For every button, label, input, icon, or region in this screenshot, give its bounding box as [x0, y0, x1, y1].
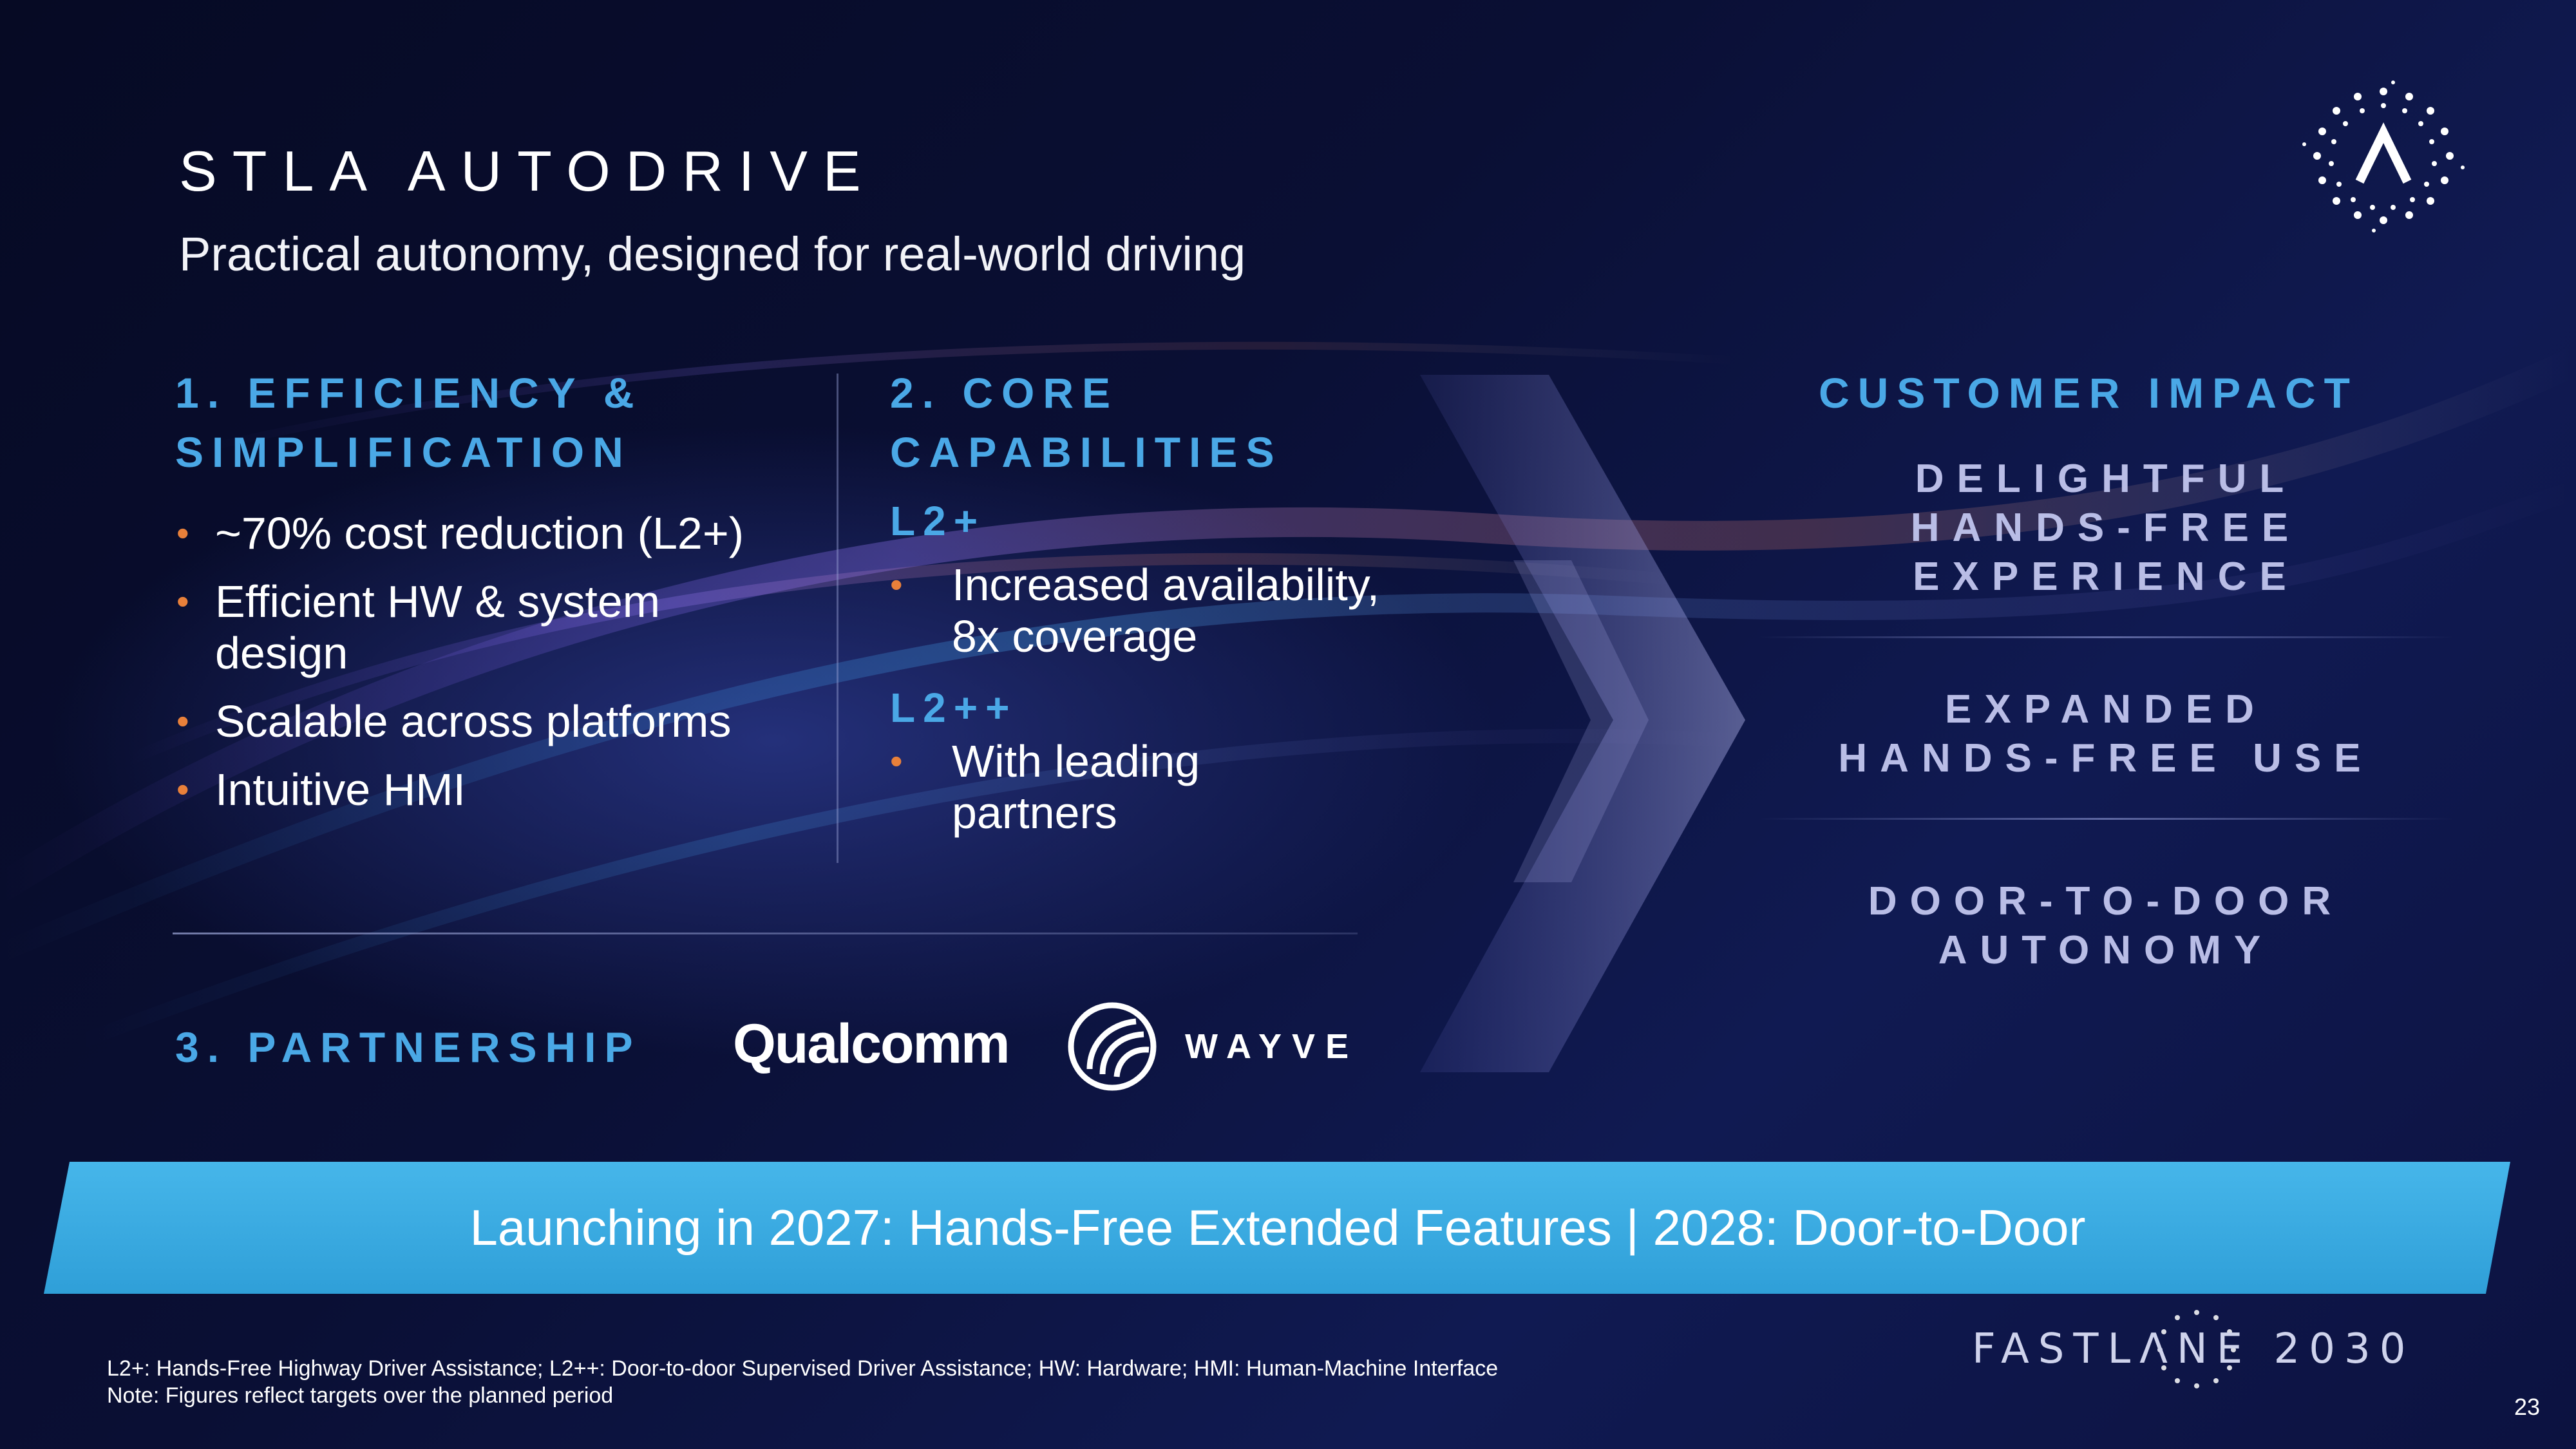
list-item: • Increased availability, 8x coverage — [890, 559, 1418, 662]
l2plus-label: L2+ — [890, 498, 986, 544]
core-heading-line2: CAPABILITIES — [890, 428, 1283, 476]
section-divider — [173, 933, 1358, 934]
bullet-dot-icon: • — [890, 564, 903, 605]
l2plus-bullet-list: • Increased availability, 8x coverage — [890, 559, 1418, 679]
launch-banner: Launching in 2027: Hands-Free Extended F… — [0, 1162, 2555, 1294]
bullet-text: Intuitive HMI — [215, 764, 466, 815]
list-item: • ~70% cost reduction (L2+) — [176, 507, 795, 559]
footnote-abbreviations: L2+: Hands-Free Highway Driver Assistanc… — [107, 1356, 1499, 1381]
impact-line: EXPERIENCE — [1913, 554, 2299, 599]
efficiency-heading-line2: SIMPLIFICATION — [175, 428, 632, 476]
list-item: • Intuitive HMI — [176, 764, 795, 815]
fastlane-2030-logo: FASTLΛNE 2030 — [1972, 1325, 2415, 1373]
efficiency-bullet-list: • ~70% cost reduction (L2+) • Efficient HW… — [176, 507, 795, 832]
bullet-text: Efficient HW & system design — [215, 576, 661, 678]
list-item: • With leading partners — [890, 735, 1289, 838]
impact-line: HANDS-FREE — [1910, 506, 2302, 550]
page-number: 23 — [2514, 1394, 2541, 1420]
wayve-logo-text: WAYVE — [1185, 1027, 1359, 1066]
impact-line: DOOR-TO-DOOR — [1868, 879, 2344, 923]
launch-banner-shape — [44, 1162, 2510, 1294]
efficiency-heading: 1. EFFICIENCY & SIMPLIFICATION — [175, 363, 643, 482]
wayve-logo-icon — [1068, 1002, 1157, 1091]
stla-logo-icon — [2302, 80, 2465, 232]
qualcomm-logo: Qualcomm — [733, 1013, 1010, 1075]
bullet-dot-icon: • — [176, 513, 189, 553]
column-divider — [837, 374, 838, 863]
list-item: • Efficient HW & system design — [176, 576, 795, 679]
fastlane-dots-icon — [2157, 1310, 2236, 1388]
core-heading-line1: 2. CORE — [890, 369, 1119, 417]
chevron-arrow-shape — [1420, 375, 1745, 1072]
core-heading: 2. CORE CAPABILITIES — [890, 363, 1282, 482]
bullet-dot-icon: • — [176, 581, 189, 621]
bullet-dot-icon: • — [176, 769, 189, 810]
impact-line: HANDS-FREE USE — [1838, 736, 2374, 781]
impact-divider — [1758, 636, 2454, 638]
l2plusplus-bullet-list: • With leading partners — [890, 735, 1289, 855]
bullet-text: Increased availability, 8x coverage — [952, 560, 1380, 661]
bullet-dot-icon: • — [176, 701, 189, 741]
slide-title: STLA AUTODRIVE — [179, 139, 876, 203]
impact-door-to-door: DOOR-TO-DOOR AUTONOMY — [1765, 877, 2447, 975]
bullet-text: ~70% cost reduction (L2+) — [215, 508, 744, 558]
l2plusplus-label: L2++ — [890, 685, 1018, 731]
slide-subtitle: Practical autonomy, designed for real-wo… — [179, 227, 1246, 281]
impact-divider — [1758, 818, 2454, 820]
bullet-dot-icon: • — [890, 741, 903, 781]
list-item: • Scalable across platforms — [176, 696, 795, 747]
efficiency-heading-line1: 1. EFFICIENCY & — [175, 369, 643, 417]
impact-delightful-experience: DELIGHTFUL HANDS-FREE EXPERIENCE — [1765, 455, 2447, 601]
partnership-heading: 3. PARTNERSHIP — [175, 1023, 641, 1071]
bullet-text: Scalable across platforms — [215, 696, 732, 746]
impact-line: DELIGHTFUL — [1915, 457, 2297, 501]
customer-impact-heading: CUSTOMER IMPACT — [1819, 369, 2358, 417]
bullet-text: With leading partners — [952, 736, 1200, 838]
impact-expanded-use: EXPANDED HANDS-FREE USE — [1765, 685, 2447, 783]
impact-line: AUTONOMY — [1938, 928, 2274, 972]
impact-line: EXPANDED — [1945, 687, 2267, 732]
launch-banner-text: Launching in 2027: Hands-Free Extended F… — [469, 1199, 2086, 1256]
footnote-note: Note: Figures reflect targets over the p… — [107, 1383, 614, 1408]
